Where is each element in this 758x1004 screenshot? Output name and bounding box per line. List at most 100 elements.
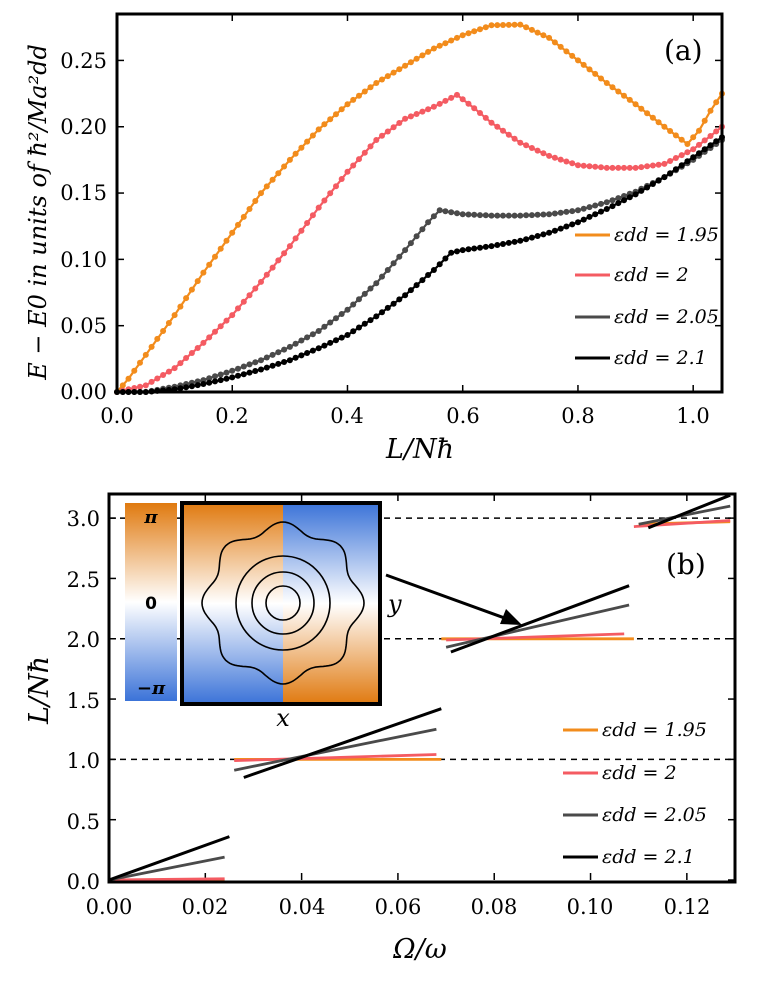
phase-map-right — [283, 503, 380, 704]
a-series-point-0 — [459, 32, 466, 39]
inset-x-label: x — [276, 704, 290, 732]
inset-y-label: y — [387, 590, 402, 618]
a-series-point-1 — [304, 220, 311, 226]
a-series-point-2 — [240, 363, 247, 370]
a-series-point-2 — [477, 212, 483, 219]
a-series-point-3 — [252, 368, 259, 374]
a-series-point-1 — [592, 163, 599, 170]
a-series-point-3 — [488, 243, 495, 250]
a-y-axis-label: E − E0 in units of ħ²/Ma²dd — [24, 44, 52, 381]
a-series-point-2 — [621, 193, 627, 199]
a-series-point-0 — [592, 70, 599, 77]
a-series-point-2 — [212, 373, 218, 380]
a-series-point-1 — [338, 176, 345, 182]
a-series-point-1 — [459, 96, 466, 103]
a-series-point-1 — [263, 271, 270, 278]
a-series-point-0 — [672, 132, 679, 139]
a-series-point-3 — [696, 150, 702, 157]
a-series-point-2 — [223, 369, 230, 376]
a-series-point-1 — [575, 162, 581, 169]
a-series-point-2 — [407, 240, 414, 247]
a-series-point-0 — [246, 206, 253, 212]
a-series-point-2 — [269, 351, 276, 358]
a-series-point-3 — [540, 231, 547, 238]
a-series-point-0 — [333, 111, 339, 118]
a-series-point-3 — [471, 245, 478, 252]
a-series-point-1 — [609, 164, 616, 171]
a-series-point-2 — [206, 375, 213, 382]
a-series-point-1 — [321, 197, 328, 204]
a-series-point-2 — [465, 211, 472, 218]
a-series-point-2 — [396, 253, 403, 260]
a-series-point-0 — [298, 144, 305, 151]
a-series-point-1 — [448, 94, 455, 101]
a-series-point-1 — [396, 120, 403, 126]
a-series-point-3 — [609, 203, 616, 210]
a-series-point-2 — [419, 226, 426, 233]
a-series-point-2 — [448, 209, 455, 216]
a-series-point-3 — [661, 174, 668, 181]
a-series-point-1 — [407, 113, 414, 120]
a-series-point-3 — [367, 317, 374, 324]
a-series-point-0 — [286, 156, 293, 163]
a-series-point-2 — [390, 260, 397, 267]
a-series-point-1 — [494, 123, 501, 130]
a-series-point-0 — [523, 24, 530, 31]
a-series-point-0 — [713, 99, 720, 106]
b-series-segment-3 — [450, 584, 630, 654]
a-series-point-3 — [281, 359, 288, 365]
a-series-point-3 — [448, 249, 455, 256]
a-series-point-1 — [465, 100, 472, 107]
a-series-point-3 — [505, 239, 512, 246]
a-series-point-3 — [511, 238, 518, 245]
b-xtick-label: 0.10 — [567, 895, 614, 919]
a-series-point-0 — [321, 121, 328, 128]
a-series-point-1 — [471, 105, 478, 112]
a-series-point-0 — [626, 96, 633, 103]
b-series-segment-1 — [108, 877, 225, 882]
a-series-point-3 — [344, 332, 351, 338]
a-series-point-0 — [165, 320, 172, 326]
a-series-point-2 — [459, 211, 466, 218]
a-series-point-2 — [603, 199, 610, 206]
a-xtick-label: 0.6 — [446, 404, 479, 428]
a-series-point-3 — [194, 382, 201, 389]
a-series-point-2 — [286, 343, 293, 350]
a-series-point-0 — [402, 62, 409, 69]
a-series-point-1 — [482, 114, 489, 121]
b-y-axis-label: L/Nħ — [24, 656, 55, 725]
a-series-point-0 — [701, 117, 708, 124]
a-series-point-2 — [246, 361, 253, 368]
a-series-point-0 — [621, 92, 627, 99]
a-series-point-2 — [575, 207, 581, 214]
a-series-point-1 — [206, 334, 213, 341]
a-series-point-0 — [465, 30, 472, 37]
a-series-point-3 — [275, 360, 282, 367]
panel-a-legend: εdd = 1.95 εdd = 2 εdd = 2.05 εdd = 2.1 — [575, 224, 719, 369]
a-series-point-1 — [200, 339, 207, 346]
a-series-point-0 — [609, 84, 616, 91]
b-series-segment-2 — [638, 504, 731, 526]
a-series-point-1 — [137, 383, 143, 390]
a-series-point-1 — [598, 164, 604, 171]
a-series-point-0 — [269, 176, 276, 183]
a-series-point-1 — [430, 103, 437, 110]
a-series-point-0 — [304, 138, 311, 145]
a-series-point-0 — [396, 66, 403, 73]
a-series-point-1 — [413, 111, 420, 117]
a-series-point-1 — [373, 137, 380, 143]
phase-map-left — [182, 503, 283, 704]
a-series-point-3 — [338, 334, 345, 341]
a-series-point-0 — [661, 123, 668, 130]
a-series-point-1 — [528, 145, 535, 151]
a-series-point-2 — [425, 219, 432, 226]
a-series-point-3 — [603, 206, 610, 212]
panel-b-legend: εdd = 1.95 εdd = 2 εdd = 2.05 εdd = 2.1 — [563, 719, 707, 868]
a-series-point-2 — [609, 197, 616, 204]
a-series-point-2 — [298, 337, 305, 344]
panel-b: (b) π 0 −π x y 0.00 0.02 0.04 0.06 0.08 — [24, 492, 737, 965]
a-series-point-3 — [528, 234, 535, 241]
a-series-point-0 — [160, 328, 167, 334]
b-xtick-label: 0.04 — [279, 895, 326, 919]
a-series-point-2 — [344, 306, 351, 313]
